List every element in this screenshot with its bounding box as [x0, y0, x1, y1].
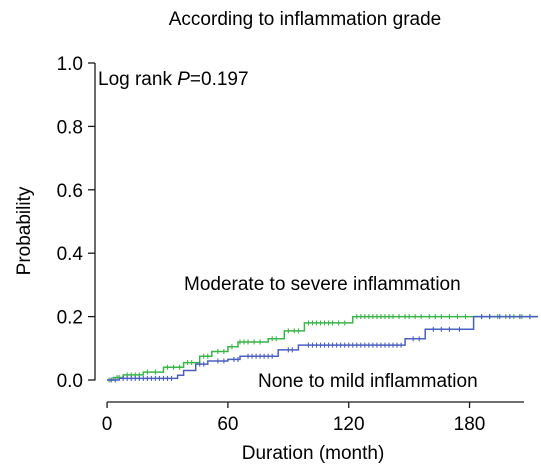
y-tick-label: 0.2	[57, 308, 83, 329]
x-tick-label: 120	[333, 414, 365, 435]
y-tick-label: 0.4	[57, 244, 84, 265]
y-axis-label: Probability	[14, 186, 35, 275]
annotation-italic: P	[177, 69, 190, 90]
x-axis-label: Duration (month)	[242, 443, 385, 464]
y-tick-label: 0.0	[57, 371, 83, 392]
label-none-mild: None to mild inflammation	[258, 371, 478, 392]
x-tick-label: 0	[102, 414, 113, 435]
label-moderate-severe: Moderate to severe inflammation	[184, 274, 461, 295]
chart-title: According to inflammation grade	[169, 9, 441, 30]
log-rank-annotation: Log rank P=0.197	[98, 69, 249, 90]
annotation-suffix: =0.197	[190, 69, 249, 90]
series-group	[107, 314, 538, 383]
x-tick-label: 180	[454, 414, 486, 435]
x-tick-label: 60	[217, 414, 238, 435]
annotation-prefix: Log rank	[98, 69, 177, 90]
axes: 0.0 0.2 0.4 0.6 0.8 1.0 0 60 120 180	[57, 54, 524, 435]
y-tick-label: 0.8	[57, 117, 83, 138]
y-tick-label: 0.6	[57, 181, 83, 202]
y-tick-label: 1.0	[57, 54, 83, 75]
series-line-0	[107, 315, 538, 381]
